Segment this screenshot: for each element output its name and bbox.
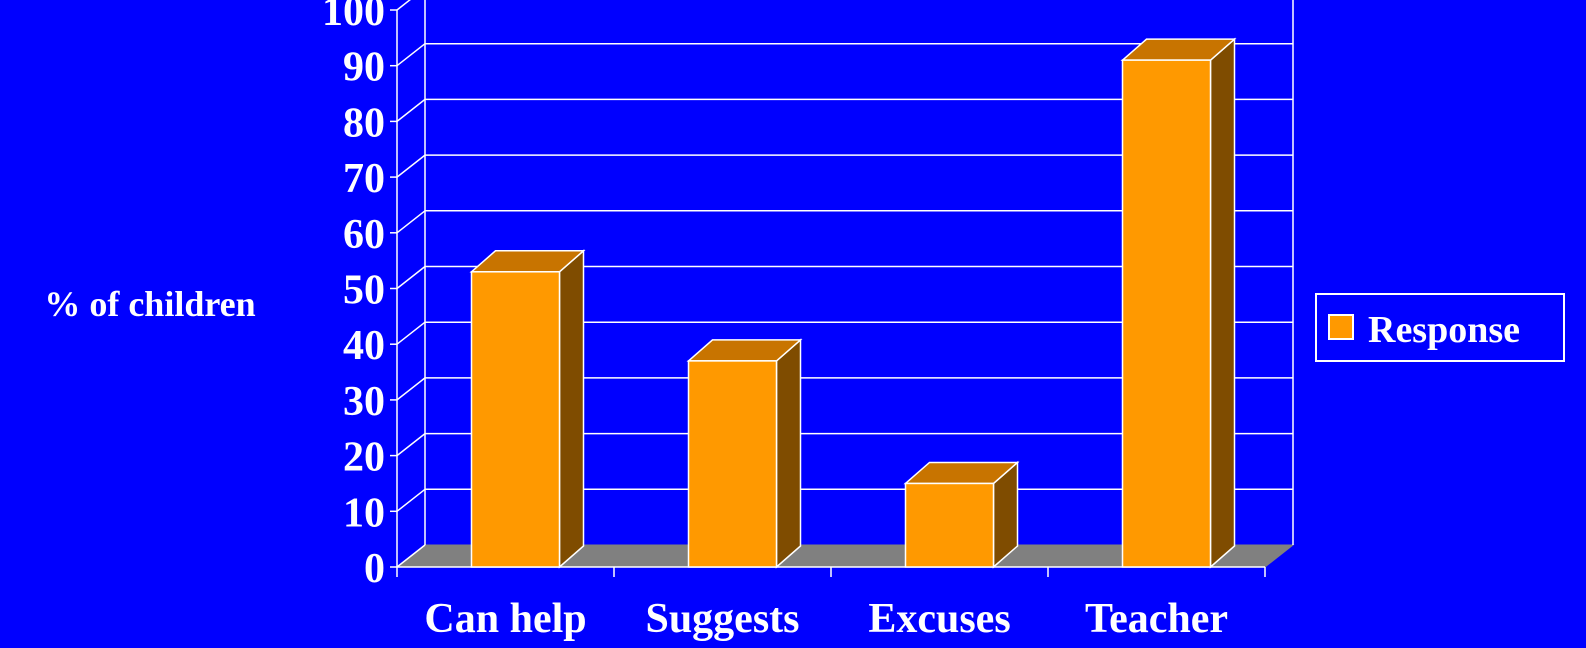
side-wall-gridline — [396, 488, 426, 512]
bar — [1120, 37, 1237, 569]
x-tick-label: Excuses — [868, 596, 1010, 642]
legend-swatch — [1328, 314, 1354, 340]
bar — [469, 249, 586, 569]
x-tick-labels: Can help Suggests Excuses Teacher — [424, 596, 1228, 642]
x-tick-label: Teacher — [1085, 596, 1228, 642]
side-wall-gridline — [396, 0, 411, 11]
bar-front — [904, 482, 995, 568]
bar-side — [775, 338, 802, 569]
side-wall-gridline — [396, 321, 426, 345]
y-tick-label: 20 — [343, 435, 385, 481]
y-tick-labels: 0 10 20 30 40 50 60 70 80 90 100 — [322, 0, 385, 592]
bar — [903, 460, 1020, 569]
side-wall-gridline — [396, 544, 426, 568]
y-tick-label: 10 — [343, 490, 385, 536]
y-tick-label: 40 — [343, 323, 385, 369]
side-wall-gridline — [396, 43, 426, 67]
bar-side — [1209, 37, 1236, 569]
chart-bars — [469, 37, 1237, 569]
y-tick-label: 60 — [343, 212, 385, 258]
side-wall-gridline — [396, 98, 426, 122]
bar-side — [558, 249, 585, 569]
y-tick-label: 0 — [364, 546, 385, 592]
legend-box — [1315, 293, 1565, 362]
y-axis-label: % of children — [44, 284, 255, 324]
y-tick-label: 100 — [322, 0, 385, 35]
bar — [686, 338, 803, 569]
x-tick-label: Can help — [424, 596, 586, 642]
legend-label: Response — [1368, 309, 1520, 351]
legend: Response — [1315, 293, 1565, 362]
y-tick-label: 90 — [343, 45, 385, 91]
y-tick-label: 80 — [343, 100, 385, 146]
side-wall-gridline — [396, 433, 426, 457]
side-wall-gridline — [396, 265, 426, 290]
bar-front — [1121, 59, 1212, 568]
x-tick-label: Suggests — [645, 596, 799, 642]
y-tick-label: 70 — [343, 156, 385, 202]
y-tick-label: 50 — [343, 268, 385, 314]
side-wall-gridline — [396, 377, 426, 401]
side-wall-gridline — [396, 210, 426, 234]
bar-front — [470, 271, 561, 568]
y-tick-label: 30 — [343, 379, 385, 425]
side-wall-gridline — [396, 154, 426, 178]
bar-front — [687, 360, 778, 568]
